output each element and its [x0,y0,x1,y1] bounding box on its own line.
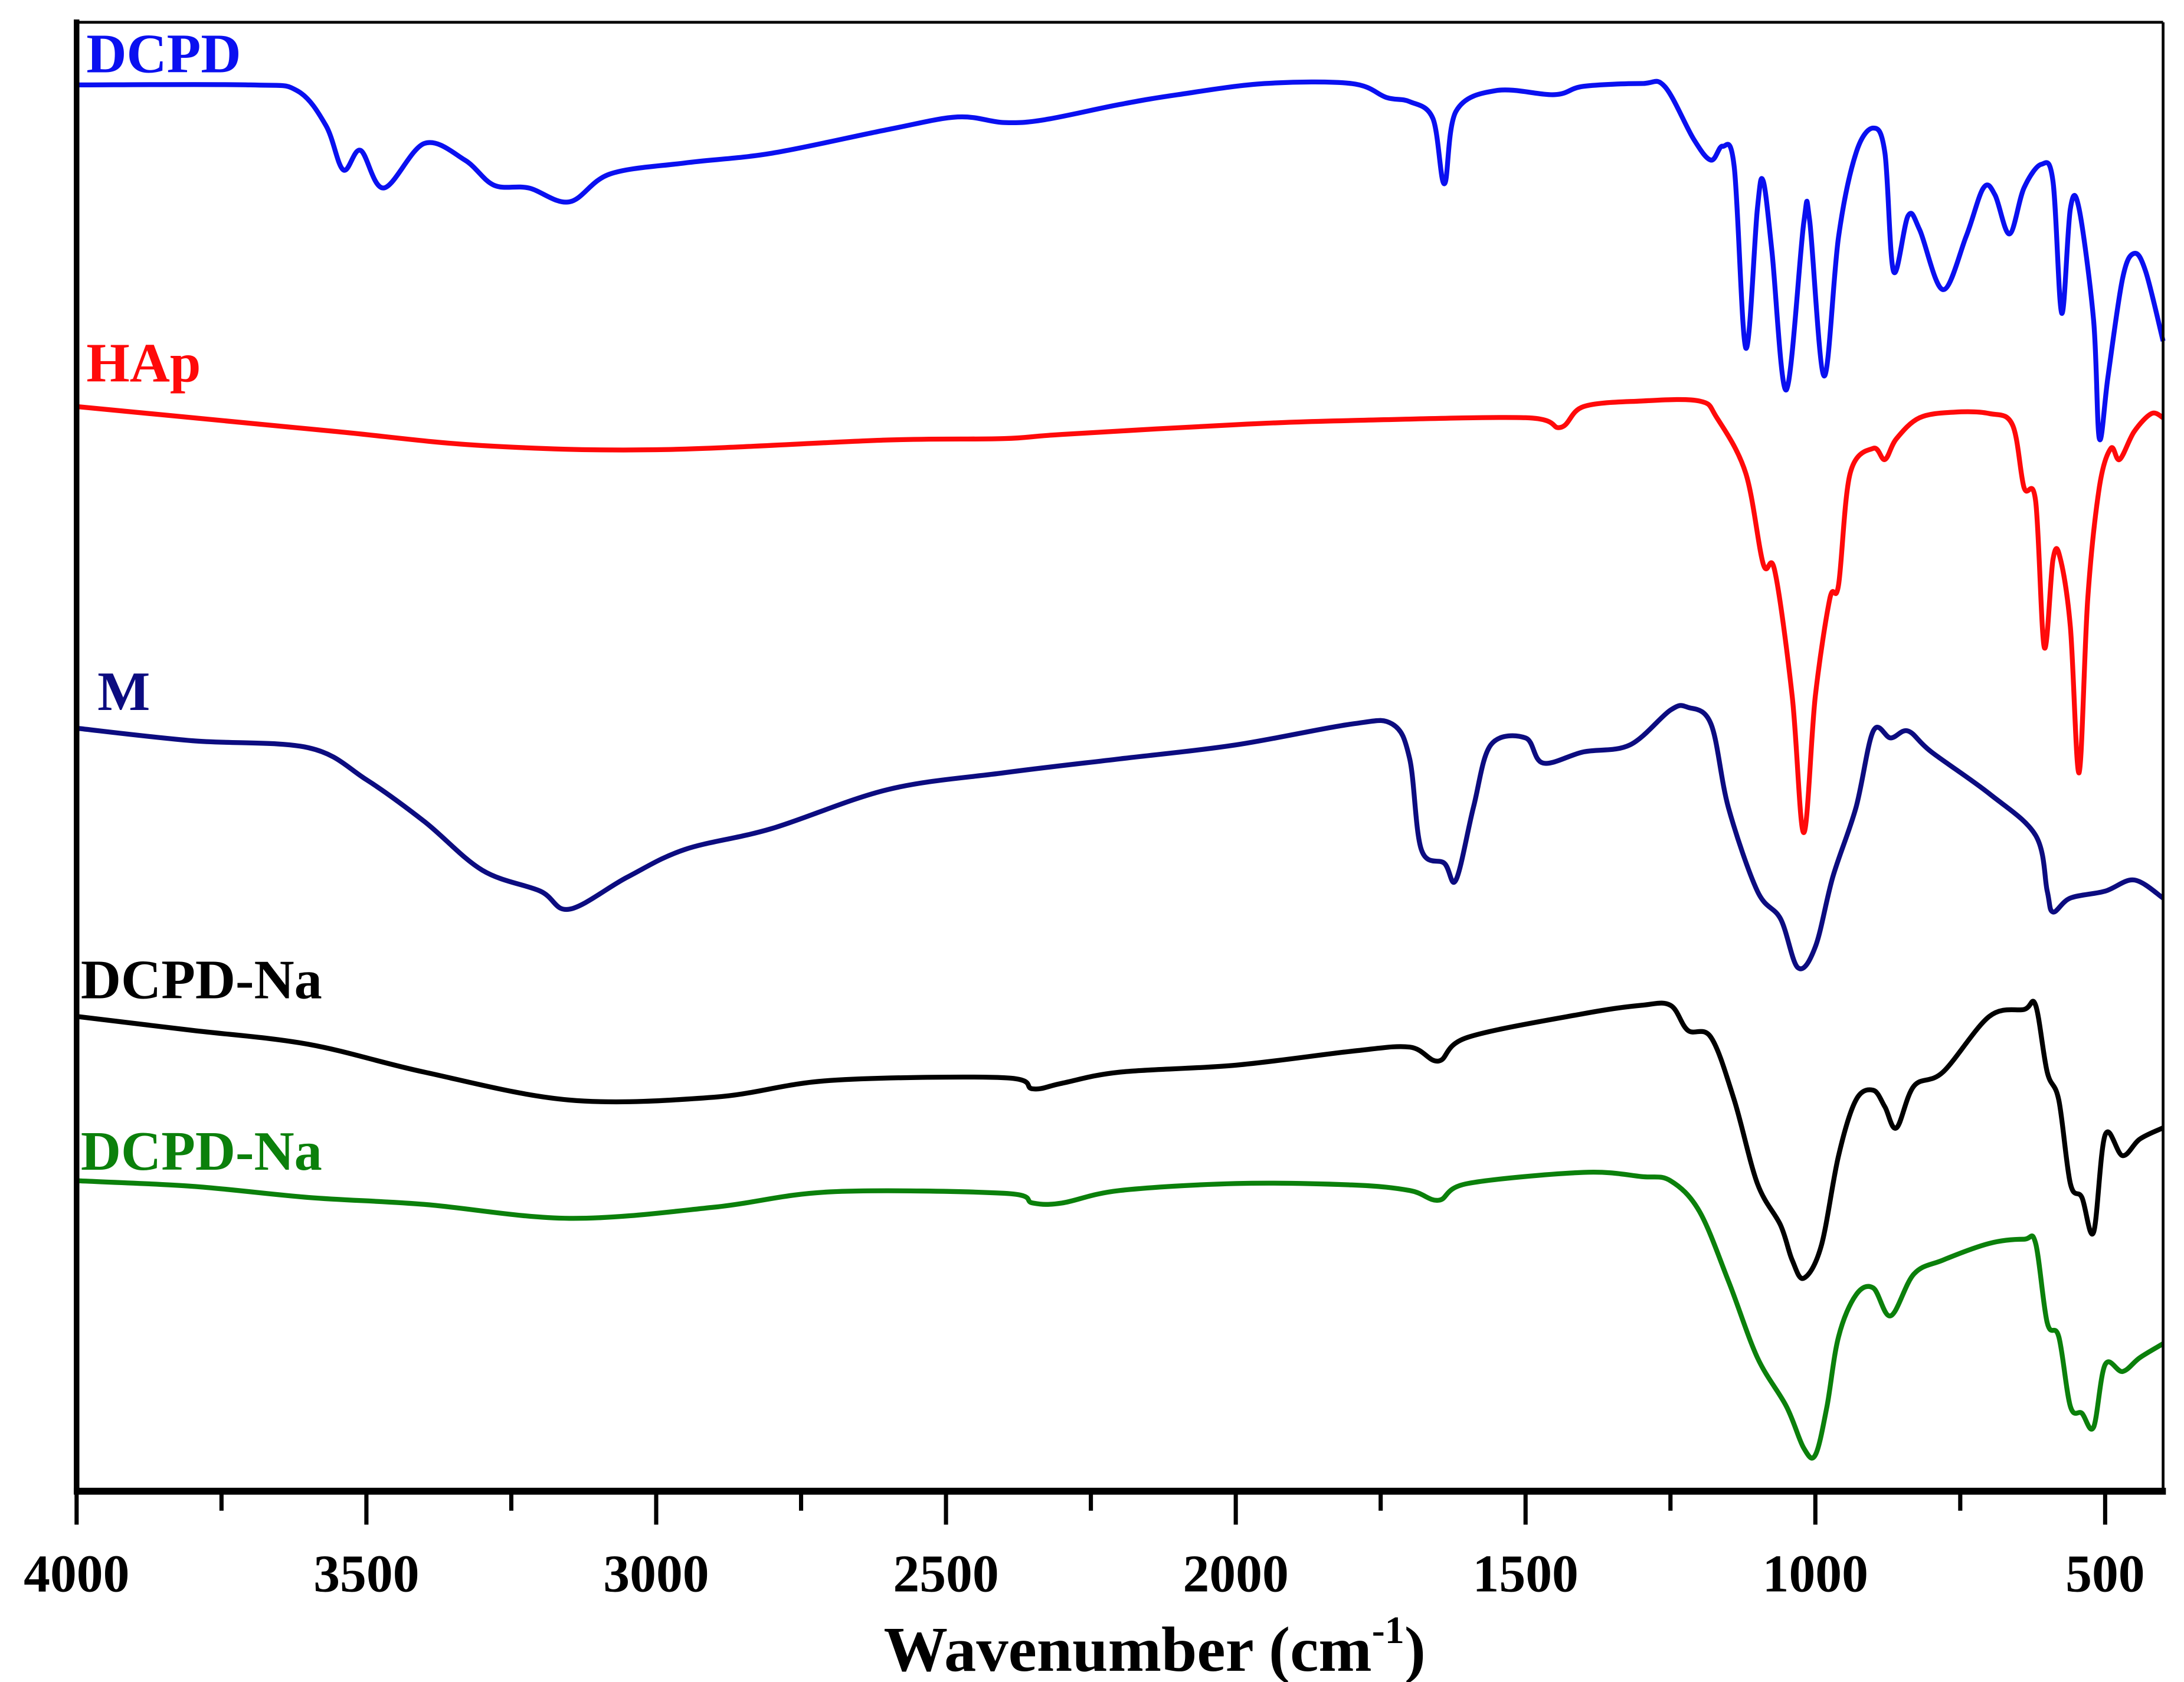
series-line-1 [76,397,2165,835]
x-tick-label: 3000 [603,1545,709,1604]
series-line-3 [76,999,2165,1281]
x-tick-label: 500 [2065,1545,2145,1604]
label-dcpd: DCPD [86,24,241,85]
spectra [76,78,2166,1461]
x-axis-title: Wavenumber (cm-1) [883,1609,1425,1682]
label-m: M [97,661,150,722]
label-hap: HAp [86,332,201,394]
x-tick-label: 4000 [24,1545,129,1604]
x-tick-label: 2000 [1183,1545,1288,1604]
label-dcpd-na-black: DCPD-Na [81,950,322,1011]
x-tick-label: 2500 [893,1545,998,1604]
label-dcpd-na-green: DCPD-Na [81,1121,322,1182]
series-line-4 [76,1170,2165,1461]
series-line-0 [76,78,2166,443]
series-line-2 [76,703,2165,971]
x-tick-label: 1500 [1473,1545,1579,1604]
x-axis: 4000 3500 3000 2500 2000 1500 1000 500 [24,1491,2145,1604]
series-labels: DCPD HAp M DCPD-Na DCPD-Na [81,24,322,1182]
x-tick-label: 3500 [313,1545,419,1604]
x-tick-label: 1000 [1763,1545,1868,1604]
